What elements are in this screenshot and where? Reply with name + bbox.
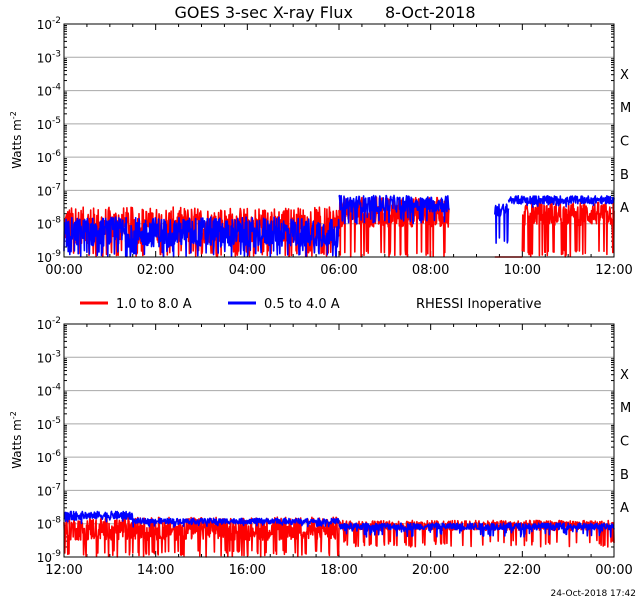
x-tick-label: 20:00 <box>412 563 449 578</box>
y-tick-label: 10-3 <box>37 349 61 365</box>
y-tick-label: 10-2 <box>37 316 61 332</box>
flare-class-labels-bottom: X M C B A <box>620 368 631 516</box>
y-tick-label: 10-7 <box>37 182 61 198</box>
x-tick-label: 06:00 <box>320 263 357 278</box>
plot-frame-bottom <box>63 323 615 558</box>
x-tick-label: 14:00 <box>137 563 174 578</box>
flare-class-labels-top: X M C B A <box>620 68 631 216</box>
plot-frame-top <box>63 23 615 258</box>
flare-class-label: C <box>620 135 629 150</box>
x-tick-labels-top: 00:00 02:00 04:00 06:00 08:00 10:00 12:00 <box>45 263 632 278</box>
x-tick-label: 16:00 <box>229 563 266 578</box>
y-axis-label-top: Watts m-2 <box>9 111 24 169</box>
flare-class-label: M <box>620 401 631 416</box>
y-tick-label: 10-5 <box>37 416 61 432</box>
y-tick-labels-bottom: 10-2 10-3 10-4 10-5 10-6 10-7 10-8 10-9 <box>37 316 62 565</box>
series-trace <box>494 203 510 244</box>
panel-top-12h: 10-2 10-3 10-4 10-5 10-6 10-7 10-8 10-9 00:00 02… <box>9 16 633 278</box>
x-tick-label: 18:00 <box>320 563 357 578</box>
flare-class-label: X <box>620 68 629 83</box>
y-tick-labels-top: 10-2 10-3 10-4 10-5 10-6 10-7 10-8 10-9 <box>37 16 62 265</box>
x-tick-label: 22:00 <box>504 563 541 578</box>
series-trace <box>338 194 450 225</box>
flare-class-label: A <box>620 201 629 216</box>
x-tick-label: 10:00 <box>504 263 541 278</box>
flare-class-label: X <box>620 368 629 383</box>
y-tick-label: 10-5 <box>37 116 61 132</box>
x-tick-label: 12:00 <box>45 563 82 578</box>
series-trace <box>63 510 134 525</box>
flare-class-label: B <box>620 168 629 183</box>
x-tick-label: 08:00 <box>412 263 449 278</box>
y-tick-label: 10-2 <box>37 16 61 32</box>
series-trace <box>63 216 340 258</box>
chart-title: GOES 3-sec X-ray Flux 8-Oct-2018 <box>174 3 475 22</box>
flare-class-label: B <box>620 468 629 483</box>
flare-class-label: M <box>620 101 631 116</box>
x-tick-label: 12:00 <box>595 263 632 278</box>
panel-bottom-12h: 10-2 10-3 10-4 10-5 10-6 10-7 10-8 10-9 12:00 14… <box>9 316 633 578</box>
flare-class-label: C <box>620 435 629 450</box>
y-tick-label: 10-9 <box>37 249 62 265</box>
data-top <box>63 194 615 258</box>
y-axis-label-bottom: Watts m-2 <box>9 411 24 469</box>
y-tick-label: 10-6 <box>37 449 62 465</box>
x-tick-label: 00:00 <box>45 263 82 278</box>
x-tick-label: 00:00 <box>595 563 632 578</box>
series-trace <box>63 516 340 558</box>
x-tick-labels-bottom: 12:00 14:00 16:00 18:00 20:00 22:00 00:00 <box>45 563 632 578</box>
data-bottom <box>63 510 615 558</box>
y-tick-label: 10-8 <box>37 216 62 232</box>
y-tick-label: 10-3 <box>37 49 61 65</box>
y-tick-label: 10-4 <box>37 83 62 99</box>
footer-timestamp: 24-Oct-2018 17:42 <box>551 589 636 599</box>
x-tick-label: 02:00 <box>137 263 174 278</box>
y-tick-label: 10-8 <box>37 516 62 532</box>
series-trace <box>132 517 340 528</box>
legend-label-short: 0.5 to 4.0 A <box>264 297 340 312</box>
rhessi-status-note: RHESSI Inoperative <box>416 297 541 312</box>
flare-class-label: A <box>620 501 629 516</box>
series-trace <box>338 522 615 538</box>
y-tick-label: 10-9 <box>37 549 62 565</box>
legend: 1.0 to 8.0 A 0.5 to 4.0 A RHESSI Inopera… <box>80 297 541 312</box>
series-trace <box>521 201 615 258</box>
x-tick-label: 04:00 <box>229 263 266 278</box>
legend-label-long: 1.0 to 8.0 A <box>116 297 192 312</box>
y-tick-label: 10-6 <box>37 149 62 165</box>
y-tick-label: 10-7 <box>37 482 61 498</box>
y-tick-label: 10-4 <box>37 383 62 399</box>
series-trace <box>507 195 615 208</box>
